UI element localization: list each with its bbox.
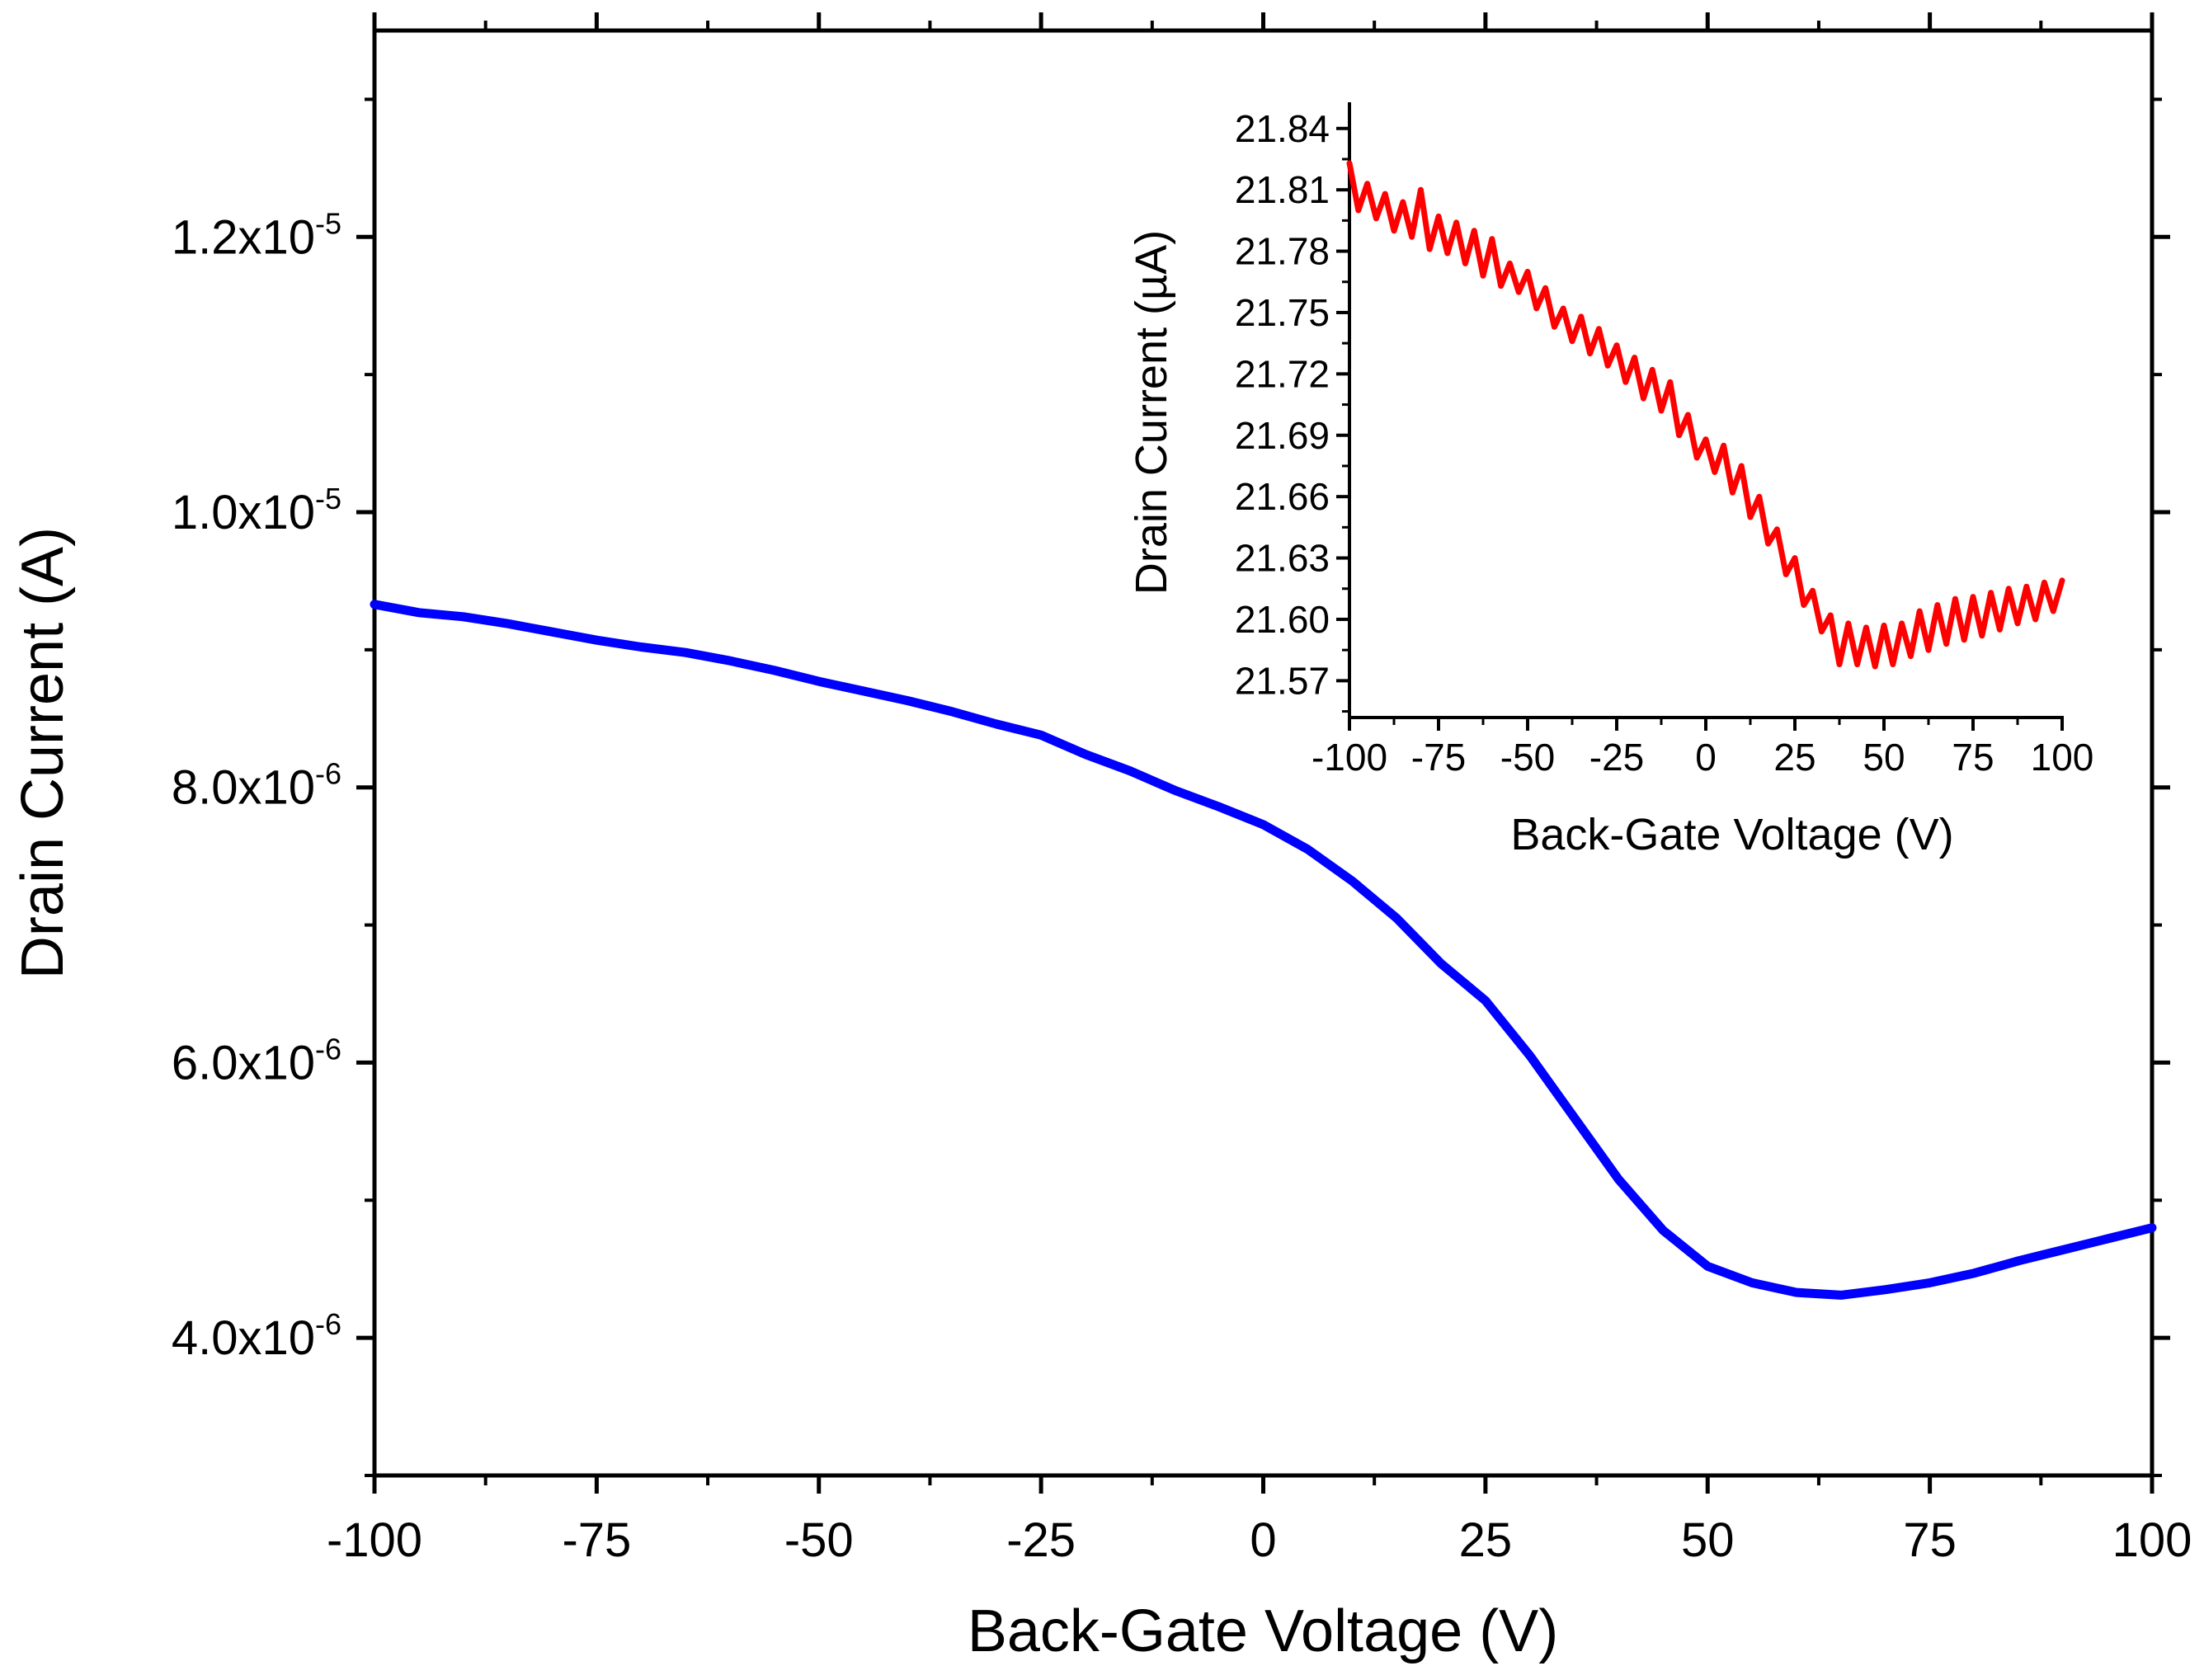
inset-x-tick-label: -25 [1589,736,1644,779]
inset-x-tick-label: 50 [1863,736,1905,779]
main-y-ticks [356,97,2170,1477]
main-y-tick-label: 4.0x10-6 [172,1307,341,1365]
inset-y-tick-labels: 21.57 21.60 21.63 21.66 21.69 21.72 21.75 21.78… [1235,107,1330,703]
main-x-tick-label: -75 [562,1513,631,1567]
main-x-tick-label: 100 [2112,1513,2192,1567]
main-y-axis-title: Drain Current (A) [10,527,76,979]
inset-y-tick-label: 21.72 [1235,352,1330,395]
main-x-ticks [372,12,2155,1494]
inset-y-tick-label: 21.63 [1235,537,1330,580]
main-x-tick-label: 50 [1681,1513,1735,1567]
main-x-tick-label: -25 [1006,1513,1076,1567]
main-y-tick-labels: 4.0x10-6 6.0x10-6 8.0x10-6 1.0x10-5 1.2x10-5 [172,206,341,1365]
main-series-line [370,600,2157,1300]
inset-y-tick-label: 21.84 [1235,107,1330,150]
inset-x-tick-label: -50 [1500,736,1555,779]
main-x-tick-label: 0 [1250,1513,1276,1567]
main-plot: -100 -75 -50 -25 0 25 50 75 100 4.0x10-6 6.0x10-6… [10,12,2192,1664]
inset-x-tick-label: -100 [1312,736,1387,779]
inset-x-tick-labels: -100 -75 -50 -25 0 25 50 75 100 [1312,736,2093,779]
main-y-tick-label: 1.0x10-5 [172,482,341,539]
inset-y-tick-label: 21.66 [1235,475,1330,518]
main-x-tick-label: 75 [1903,1513,1957,1567]
inset-plot-background [1349,104,2062,718]
inset-y-axis-title: Drain Current (µA) [1127,230,1176,595]
inset-y-tick-label: 21.75 [1235,291,1330,334]
main-y-tick-label: 1.2x10-5 [172,206,341,264]
inset-x-tick-label: 100 [2031,736,2094,779]
inset-y-tick-label: 21.78 [1235,230,1330,273]
main-y-tick-label: 8.0x10-6 [172,757,341,815]
inset-x-tick-label: 0 [1695,736,1717,779]
main-x-tick-label: -50 [784,1513,854,1567]
main-x-axis-title: Back-Gate Voltage (V) [968,1598,1558,1664]
main-y-tick-label: 6.0x10-6 [172,1032,341,1089]
inset-y-ticks [1336,126,1349,713]
inset-x-axis-title: Back-Gate Voltage (V) [1510,810,1953,859]
inset-x-ticks [1348,718,2064,731]
inset-y-tick-label: 21.60 [1235,598,1330,641]
inset-plot: -100 -75 -50 -25 0 25 50 75 100 21.5721.6021.632… [1127,102,2093,859]
inset-x-tick-label: 25 [1773,736,1815,779]
inset-x-tick-label: -75 [1411,736,1466,779]
inset-y-tick-label: 21.81 [1235,168,1330,211]
main-x-tick-labels: -100 -75 -50 -25 0 25 50 75 100 [327,1513,2192,1567]
inset-y-tick-label: 21.57 [1235,659,1330,702]
main-x-tick-label: 25 [1459,1513,1513,1567]
inset-x-tick-label: 75 [1952,736,1994,779]
inset-series-line [1346,160,2065,670]
inset-y-tick-label: 21.69 [1235,414,1330,457]
main-x-tick-label: -100 [327,1513,422,1567]
